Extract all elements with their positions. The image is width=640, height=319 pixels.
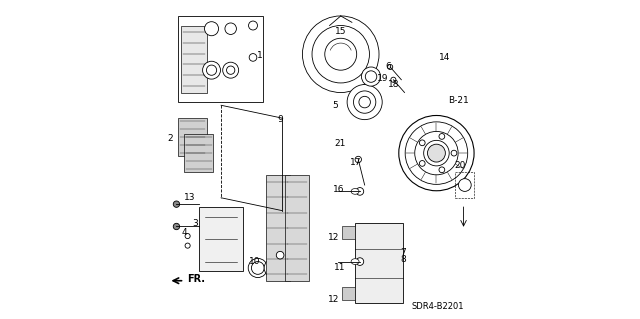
Polygon shape: [199, 207, 243, 271]
Circle shape: [249, 54, 257, 61]
Text: 18: 18: [388, 80, 400, 89]
Text: 2: 2: [167, 134, 173, 143]
Polygon shape: [355, 223, 403, 303]
Circle shape: [223, 62, 239, 78]
Text: 3: 3: [192, 219, 198, 228]
Polygon shape: [342, 226, 355, 239]
Text: 7: 7: [401, 248, 406, 256]
Circle shape: [203, 61, 220, 79]
Circle shape: [185, 234, 190, 239]
Circle shape: [268, 262, 280, 274]
Text: 1: 1: [257, 51, 262, 60]
Text: 9: 9: [277, 115, 283, 124]
Text: 19: 19: [377, 74, 388, 83]
Ellipse shape: [351, 259, 359, 264]
Text: FR.: FR.: [187, 274, 205, 284]
Text: 12: 12: [328, 295, 339, 304]
Circle shape: [405, 122, 468, 184]
Text: 15: 15: [335, 27, 347, 36]
Text: 8: 8: [401, 256, 406, 264]
Circle shape: [324, 38, 356, 70]
Polygon shape: [342, 287, 355, 300]
Circle shape: [419, 140, 425, 146]
Text: 21: 21: [335, 139, 346, 148]
Circle shape: [362, 67, 381, 86]
Circle shape: [248, 21, 257, 30]
Circle shape: [439, 134, 445, 139]
Circle shape: [347, 85, 382, 120]
Text: 10: 10: [249, 257, 260, 266]
Circle shape: [173, 223, 180, 230]
Circle shape: [185, 243, 190, 248]
Circle shape: [451, 150, 457, 156]
Circle shape: [276, 251, 284, 259]
Circle shape: [356, 188, 364, 195]
Circle shape: [415, 131, 458, 175]
Circle shape: [424, 140, 449, 166]
Text: 5: 5: [332, 101, 338, 110]
Circle shape: [429, 146, 444, 160]
Polygon shape: [285, 175, 309, 281]
Circle shape: [388, 64, 393, 70]
Polygon shape: [181, 26, 207, 93]
Circle shape: [227, 66, 235, 74]
Text: 20: 20: [454, 161, 465, 170]
Polygon shape: [266, 175, 290, 281]
Circle shape: [303, 16, 379, 93]
Polygon shape: [178, 118, 207, 156]
Circle shape: [207, 65, 217, 75]
Text: 13: 13: [184, 193, 195, 202]
Text: 17: 17: [350, 158, 362, 167]
Text: 11: 11: [334, 263, 346, 272]
Text: 16: 16: [333, 185, 344, 194]
Circle shape: [355, 156, 362, 163]
Circle shape: [353, 91, 376, 113]
Circle shape: [252, 262, 264, 274]
Circle shape: [205, 22, 218, 36]
Text: SDR4-B2201: SDR4-B2201: [411, 302, 463, 311]
Circle shape: [399, 115, 474, 191]
Ellipse shape: [351, 189, 359, 194]
Circle shape: [458, 179, 471, 191]
Circle shape: [365, 71, 377, 82]
Text: B-21: B-21: [449, 96, 469, 105]
Text: 4: 4: [182, 228, 188, 237]
Circle shape: [419, 160, 425, 166]
Circle shape: [439, 167, 445, 173]
Circle shape: [225, 23, 236, 34]
Circle shape: [391, 77, 396, 82]
Circle shape: [173, 201, 180, 207]
Text: 12: 12: [328, 233, 339, 242]
Text: 6: 6: [386, 63, 392, 71]
Circle shape: [428, 144, 445, 162]
Polygon shape: [184, 134, 213, 172]
Bar: [455, 172, 474, 198]
Circle shape: [312, 26, 369, 83]
Circle shape: [356, 258, 364, 265]
Text: 14: 14: [440, 53, 451, 62]
Circle shape: [248, 258, 268, 278]
Circle shape: [359, 96, 371, 108]
Circle shape: [264, 258, 284, 278]
